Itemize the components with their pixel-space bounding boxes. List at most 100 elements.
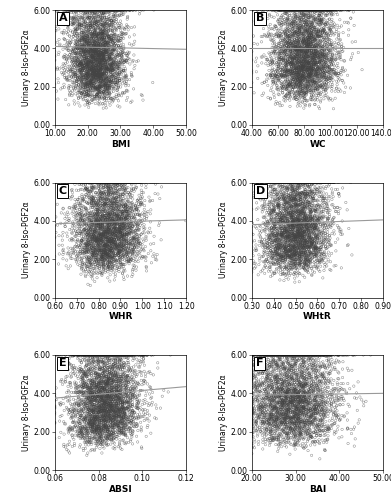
Point: [298, 244, 304, 252]
Point: [301, 242, 307, 250]
Point: [79, 424, 86, 432]
Point: [110, 63, 116, 71]
Point: [102, 64, 108, 72]
Point: [308, 31, 315, 39]
Point: [283, 72, 289, 80]
Point: [288, 398, 294, 406]
Point: [99, 20, 106, 28]
Point: [298, 58, 305, 66]
Point: [308, 236, 314, 244]
Point: [319, 24, 325, 32]
Point: [102, 378, 109, 386]
Point: [85, 394, 91, 402]
Point: [97, 188, 103, 196]
Point: [102, 81, 108, 89]
Point: [249, 351, 255, 359]
Point: [113, 35, 120, 43]
Point: [101, 406, 108, 414]
Point: [87, 217, 93, 225]
Point: [291, 354, 297, 362]
Point: [300, 376, 307, 384]
Point: [91, 58, 97, 66]
Point: [290, 397, 296, 405]
Point: [282, 238, 288, 246]
Point: [115, 382, 122, 390]
Point: [327, 6, 334, 14]
Point: [320, 6, 326, 14]
Point: [295, 235, 301, 243]
Point: [110, 351, 117, 359]
Point: [108, 220, 114, 228]
Point: [292, 6, 298, 14]
Point: [99, 192, 105, 200]
Point: [111, 380, 117, 388]
Point: [302, 68, 308, 76]
Point: [87, 6, 93, 14]
Point: [84, 430, 91, 438]
Point: [330, 218, 336, 226]
Point: [104, 6, 111, 14]
Point: [269, 226, 275, 234]
Point: [296, 178, 303, 186]
Point: [287, 232, 293, 240]
Point: [88, 388, 94, 396]
Point: [274, 384, 281, 392]
Point: [329, 82, 335, 90]
Point: [121, 378, 127, 386]
Point: [88, 420, 94, 428]
Point: [131, 354, 137, 362]
Point: [106, 12, 112, 20]
Point: [91, 80, 97, 88]
Point: [284, 66, 290, 74]
Point: [322, 436, 328, 444]
Point: [351, 423, 357, 431]
Point: [291, 239, 297, 247]
Point: [75, 402, 82, 409]
Point: [90, 96, 96, 104]
Point: [291, 355, 298, 363]
Point: [255, 388, 262, 396]
Point: [95, 370, 101, 378]
Point: [100, 236, 107, 244]
Point: [103, 251, 109, 259]
Point: [280, 62, 287, 70]
Point: [90, 368, 96, 376]
Point: [110, 32, 117, 40]
Point: [120, 190, 126, 198]
Point: [79, 250, 86, 258]
Point: [107, 210, 113, 218]
Point: [115, 178, 121, 186]
Point: [290, 21, 296, 29]
Point: [306, 178, 312, 186]
Point: [77, 178, 83, 186]
Point: [291, 186, 297, 194]
Point: [297, 387, 303, 395]
Point: [314, 213, 321, 221]
Point: [265, 352, 272, 360]
Point: [96, 74, 102, 82]
Point: [81, 34, 88, 42]
Point: [290, 420, 296, 428]
Point: [107, 6, 113, 14]
Point: [310, 202, 316, 210]
Point: [74, 44, 80, 52]
Point: [111, 351, 118, 359]
Point: [114, 240, 120, 248]
Point: [106, 43, 112, 51]
Point: [98, 68, 104, 76]
Point: [109, 351, 116, 359]
Point: [294, 382, 300, 390]
Point: [124, 208, 131, 216]
Point: [115, 351, 121, 359]
Point: [85, 178, 91, 186]
Point: [285, 351, 291, 359]
Point: [293, 6, 299, 14]
Point: [278, 398, 285, 406]
Point: [82, 83, 88, 91]
Point: [307, 217, 313, 225]
Point: [298, 72, 304, 80]
Point: [97, 424, 104, 432]
Point: [92, 24, 99, 32]
Point: [98, 404, 104, 412]
Point: [249, 428, 255, 436]
